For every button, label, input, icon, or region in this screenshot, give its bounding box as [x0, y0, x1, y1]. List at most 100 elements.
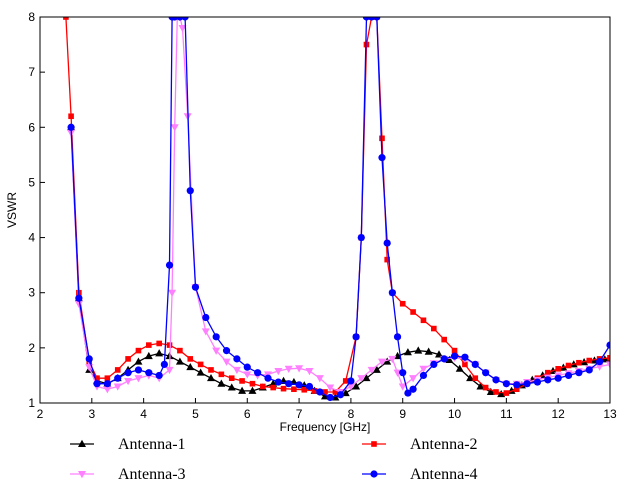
data-point-series-3	[201, 328, 210, 336]
data-point-series-1	[403, 348, 412, 356]
data-point-series-2	[322, 389, 328, 395]
legend-label: Antenna-4	[410, 466, 478, 483]
data-point-series-2	[156, 340, 162, 347]
plot-frame	[39, 16, 611, 404]
data-point-series-2	[94, 375, 100, 381]
y-tick-label: 8	[28, 10, 35, 24]
data-point-series-4	[461, 353, 469, 361]
data-point-series-1	[248, 386, 257, 394]
data-point-series-2	[472, 375, 479, 381]
data-point-series-1	[466, 373, 475, 382]
data-point-series-2	[270, 384, 276, 391]
data-point-series-4	[399, 369, 407, 377]
data-point-series-1	[238, 386, 247, 394]
data-point-series-4	[564, 371, 573, 380]
data-point-series-3	[168, 289, 177, 297]
data-point-series-4	[378, 154, 386, 162]
legend-marker	[78, 439, 86, 447]
data-point-series-2	[197, 361, 204, 368]
data-point-series-1	[227, 383, 236, 391]
data-point-series-3	[178, 25, 187, 33]
data-point-series-2	[384, 256, 390, 263]
data-point-series-2	[177, 347, 183, 354]
data-point-series-4	[181, 17, 189, 21]
data-point-series-2	[260, 383, 266, 390]
y-axis-label: VSWR	[5, 192, 19, 228]
data-point-series-4	[222, 347, 231, 355]
data-point-series-1	[497, 389, 506, 398]
data-point-series-1	[414, 346, 423, 354]
data-point-series-4	[352, 333, 360, 341]
data-point-series-4	[316, 388, 324, 396]
data-point-series-4	[482, 369, 490, 377]
data-point-series-1	[455, 364, 464, 372]
plot-background	[40, 17, 610, 403]
data-point-series-2	[311, 388, 318, 394]
data-point-series-4	[160, 360, 168, 368]
data-point-series-2	[493, 389, 499, 395]
data-point-series-4	[492, 376, 500, 384]
y-tick-label: 4	[28, 231, 35, 245]
data-point-series-1	[476, 382, 485, 390]
legend: Antenna-1 Antenna-2 Antenna-3 Antenna-4	[70, 436, 478, 483]
data-point-series-3	[388, 355, 397, 364]
series-line-2	[65, 17, 610, 394]
data-point-series-4	[285, 380, 293, 388]
data-point-series-3	[305, 368, 314, 376]
data-point-series-4	[186, 187, 194, 195]
data-point-series-4	[471, 360, 479, 368]
data-point-series-4	[533, 378, 542, 386]
data-point-series-4	[264, 374, 272, 382]
data-point-series-1	[383, 357, 392, 365]
data-point-series-1	[217, 379, 226, 387]
x-tick-label: 5	[192, 407, 199, 421]
data-point-series-4	[596, 358, 604, 366]
data-point-series-4	[575, 369, 583, 377]
data-point-series-2	[410, 309, 416, 315]
data-point-series-3	[346, 383, 355, 391]
data-point-series-1	[196, 368, 205, 376]
data-point-series-2	[342, 378, 349, 384]
data-point-series-3	[315, 375, 324, 383]
data-point-series-2	[104, 375, 111, 381]
data-point-series-1	[445, 355, 454, 363]
data-point-series-2	[503, 390, 510, 396]
data-point-series-4	[419, 371, 428, 380]
data-point-series-4	[373, 17, 381, 21]
data-point-series-4	[409, 385, 417, 393]
data-point-series-2	[451, 347, 458, 354]
data-point-series-3	[409, 375, 418, 383]
data-point-series-2	[565, 362, 572, 369]
data-point-series-2	[420, 317, 427, 324]
data-point-series-4	[383, 239, 391, 247]
data-point-series-2	[332, 389, 339, 395]
data-point-series-4	[85, 355, 93, 363]
data-point-series-2	[146, 342, 152, 348]
data-point-series-4	[191, 283, 200, 291]
data-point-series-2	[249, 380, 256, 387]
x-tick-label: 6	[244, 407, 251, 421]
data-point-series-3	[398, 383, 407, 391]
data-point-series-4	[202, 313, 210, 322]
x-axis-label: Frequency [GHz]	[280, 420, 371, 434]
data-point-series-3	[103, 386, 112, 394]
data-point-series-4	[523, 380, 531, 388]
series-layer	[63, 17, 610, 402]
x-tick-label: 11	[500, 407, 513, 421]
data-point-series-4	[440, 355, 448, 363]
data-point-series-4	[254, 369, 262, 377]
data-point-series-3	[284, 365, 293, 374]
data-point-series-4	[93, 380, 101, 388]
data-point-series-2	[68, 113, 74, 120]
data-point-series-4	[305, 382, 314, 391]
data-point-series-4	[326, 393, 334, 402]
data-point-series-4	[430, 360, 438, 368]
legend-marker	[371, 441, 377, 447]
data-point-series-4	[295, 381, 303, 389]
data-point-series-3	[378, 358, 386, 366]
data-point-series-4	[404, 389, 412, 397]
data-point-series-3	[232, 366, 241, 375]
data-point-series-3	[419, 365, 428, 374]
data-point-series-3	[243, 371, 252, 379]
